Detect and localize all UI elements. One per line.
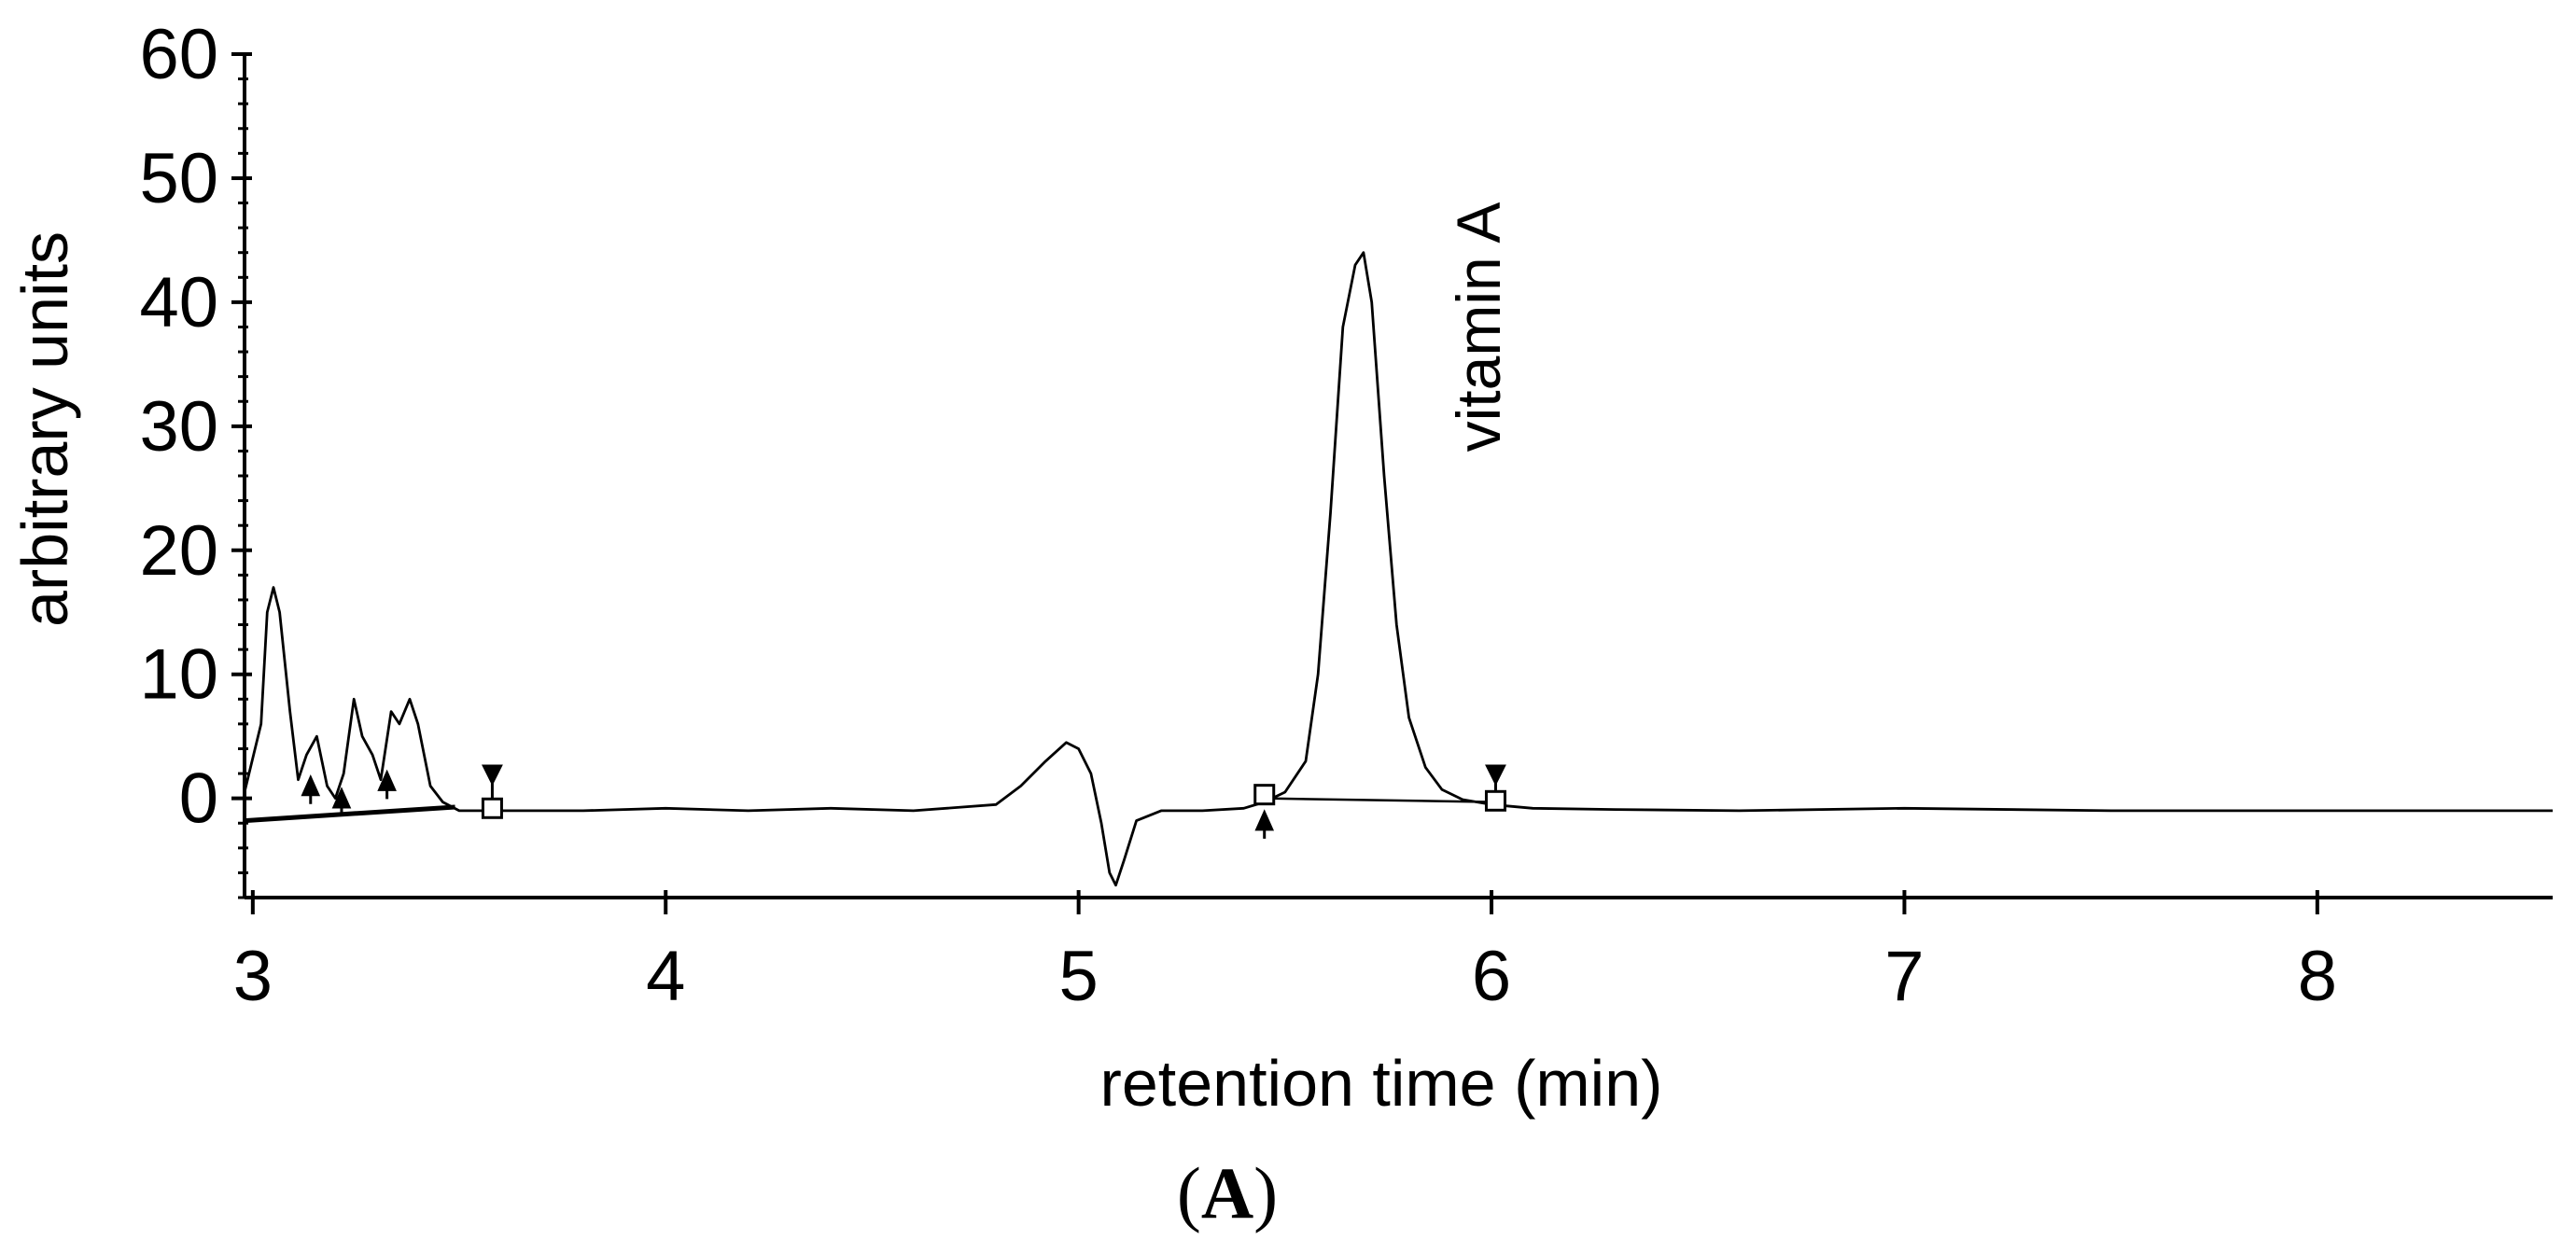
integration-baselines [244, 797, 1496, 824]
x-tick-label: 3 [233, 937, 273, 1016]
x-tick-label: 7 [1884, 937, 1924, 1016]
y-axis-title: arbitrary units [8, 231, 81, 627]
peak-boundary-square [1253, 784, 1276, 806]
panel-label-close: ) [1253, 1152, 1278, 1233]
y-tick-label: 60 [139, 15, 218, 94]
axes [243, 54, 2553, 899]
peak-start-marker [301, 774, 321, 804]
series-group [243, 251, 2553, 887]
y-tick-label: 40 [139, 263, 218, 342]
tick-marks [231, 52, 2319, 914]
x-tick-label: 6 [1472, 937, 1511, 1016]
y-tick-label: 20 [139, 511, 218, 591]
chromatogram-line [243, 251, 2553, 887]
integration-baseline [244, 804, 455, 824]
panel-label-letter: A [1201, 1152, 1253, 1233]
peak-start-marker [377, 769, 397, 800]
y-tick-label: 30 [139, 387, 218, 467]
x-tick-label: 8 [2298, 937, 2337, 1016]
y-tick-label: 10 [139, 635, 218, 715]
y-tick-label: 0 [179, 759, 218, 839]
peak-start-marker [331, 787, 352, 816]
annotation-vitamin-a: vitamin A [1444, 202, 1513, 453]
integration-baseline [1264, 797, 1496, 803]
panel-label-open: ( [1177, 1152, 1201, 1233]
peak-boundary-square [481, 797, 503, 819]
peak-end-marker [482, 764, 503, 799]
tick-labels: 0 10 20 30 40 50 60 3 4 5 6 7 8 [139, 15, 2337, 1016]
x-tick-label: 5 [1059, 937, 1099, 1016]
peak-boundary-square [1484, 789, 1506, 812]
peak-markers [301, 764, 1506, 839]
x-tick-label: 4 [646, 937, 685, 1016]
panel-label: (A) [1177, 1152, 1278, 1233]
peak-start-marker [1254, 809, 1275, 839]
y-tick-label: 50 [139, 139, 218, 218]
x-axis-title: retention time (min) [1100, 1047, 1663, 1120]
